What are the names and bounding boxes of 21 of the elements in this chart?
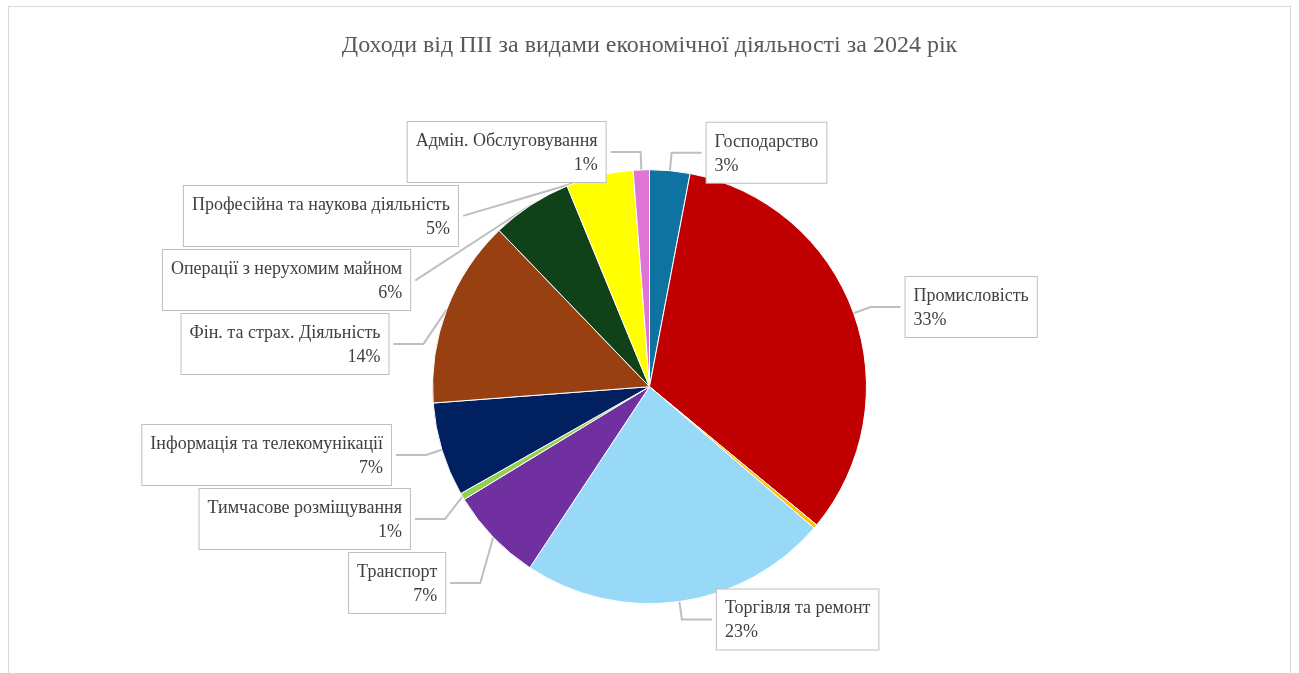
slice-label: Господарство xyxy=(714,130,819,151)
slice-label: Інформація та телекомунікації xyxy=(150,433,384,454)
data-label: 7% xyxy=(359,457,384,478)
slice-label: Адмін. Обслуговування xyxy=(415,129,598,150)
slice-label: Фін. та страх. Діяльність xyxy=(189,321,381,342)
slice-label: Торгівля та ремонт xyxy=(724,597,871,618)
data-label: 23% xyxy=(724,621,758,642)
data-label: 1% xyxy=(377,521,402,542)
slice-label: Транспорт xyxy=(357,561,438,582)
data-label: 7% xyxy=(413,585,438,606)
slice-label: Тимчасове розміщування xyxy=(207,497,402,518)
data-label: 3% xyxy=(714,154,739,175)
slice-label: Промисловість xyxy=(913,285,1029,306)
data-label: 14% xyxy=(347,345,381,366)
data-label: 1% xyxy=(573,153,598,174)
data-label: 33% xyxy=(913,309,947,330)
data-label: 5% xyxy=(425,217,450,238)
data-label: 6% xyxy=(378,281,403,302)
slice-label: Операції з нерухомим майном xyxy=(170,257,403,278)
slice-label: Професійна та наукова діяльність xyxy=(191,193,450,214)
chart-title: Доходи від ПІІ за видами економічної діяльності за 2024 рік xyxy=(341,31,958,57)
